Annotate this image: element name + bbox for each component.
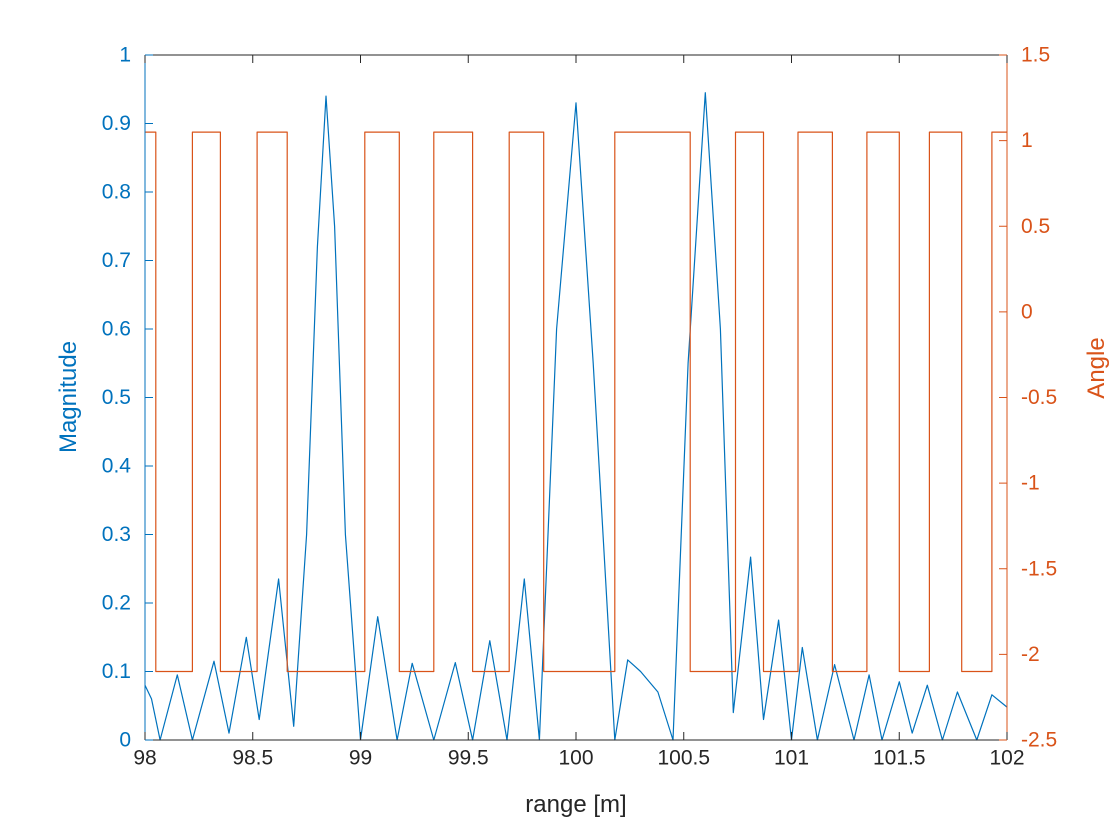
y-left-tick-label: 0.9 [102, 112, 131, 135]
y-left-tick-label: 0.5 [102, 386, 131, 409]
x-tick-label: 98 [133, 746, 156, 769]
magnitude-series-line [144, 92, 1008, 741]
x-tick-label: 100.5 [657, 746, 710, 769]
y-right-tick-label: 1.5 [1021, 44, 1050, 67]
y-left-tick-label: 0.7 [102, 249, 131, 272]
y-axis-left-label: Magnitude [55, 341, 82, 453]
y-right-tick-label: 0.5 [1021, 215, 1050, 238]
plot-area [145, 55, 1007, 740]
x-axis-label: range [m] [525, 791, 626, 818]
y-right-tick-label: -0.5 [1021, 386, 1057, 409]
y-left-tick-label: 0.6 [102, 318, 131, 341]
y-left-tick-label: 1 [119, 44, 131, 67]
y-left-tick-label: 0.3 [102, 523, 131, 546]
x-tick-label: 101.5 [873, 746, 926, 769]
x-tick-label: 98.5 [232, 746, 273, 769]
y-left-tick-label: 0.2 [102, 592, 131, 615]
y-right-tick-label: 0 [1021, 300, 1033, 323]
series-layer [144, 92, 1008, 741]
x-tick-label: 99 [349, 746, 372, 769]
x-tick-label: 102 [989, 746, 1024, 769]
y-left-tick-label: 0.8 [102, 181, 131, 204]
y-left-tick-label: 0.1 [102, 660, 131, 683]
x-tick-label: 99.5 [448, 746, 489, 769]
y-right-tick-label: 1 [1021, 129, 1033, 152]
x-tick-label: 101 [774, 746, 809, 769]
y-axis-right-label: Angle [1083, 337, 1110, 398]
ticks-layer: 98 98.5 99 99.5 100 100.5 101 101.5 10200.10.20.… [102, 44, 1057, 770]
y-right-tick-label: -1 [1021, 472, 1040, 495]
y-right-tick-label: -2.5 [1021, 729, 1057, 752]
angle-series-line [145, 131, 1007, 673]
y-left-tick-label: 0 [119, 729, 131, 752]
y-left-tick-label: 0.4 [102, 455, 132, 478]
y-right-tick-label: -2 [1021, 643, 1040, 666]
x-tick-label: 100 [558, 746, 593, 769]
y-right-tick-label: -1.5 [1021, 557, 1057, 580]
